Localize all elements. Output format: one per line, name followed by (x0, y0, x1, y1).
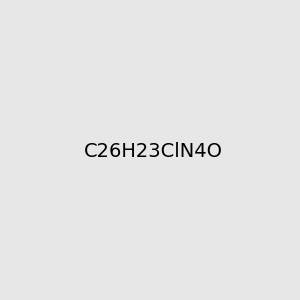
Text: C26H23ClN4O: C26H23ClN4O (84, 142, 223, 161)
